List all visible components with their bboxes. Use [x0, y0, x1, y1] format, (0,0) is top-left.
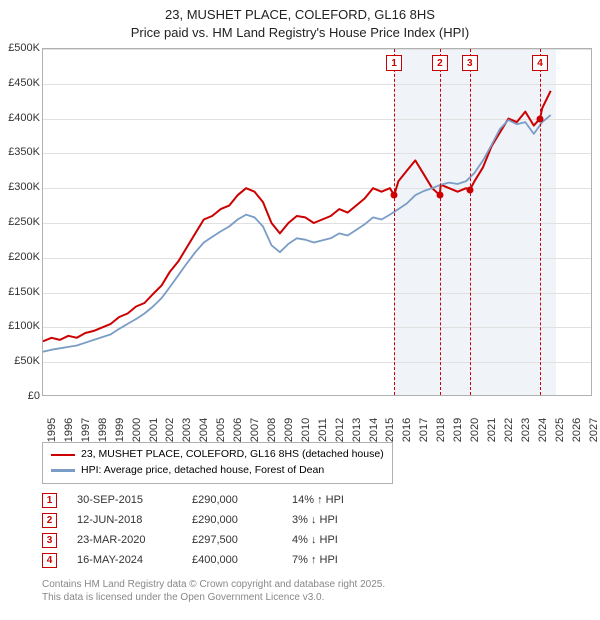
sale-event-marker: 4 — [42, 553, 57, 568]
x-axis-label: 2012 — [334, 418, 346, 442]
footer-line-2: This data is licensed under the Open Gov… — [42, 591, 385, 604]
x-axis-label: 2023 — [520, 418, 532, 442]
sale-event-price: £290,000 — [192, 514, 272, 526]
sale-dot — [391, 192, 398, 199]
sale-event-row: 2 12-JUN-2018 £290,000 3% ↓ HPI — [42, 510, 402, 530]
sale-marker-line — [440, 49, 441, 395]
x-axis-label: 2020 — [469, 418, 481, 442]
sale-event-row: 3 23-MAR-2020 £297,500 4% ↓ HPI — [42, 530, 402, 550]
legend: 23, MUSHET PLACE, COLEFORD, GL16 8HS (de… — [42, 442, 393, 484]
series-line — [43, 91, 551, 341]
x-axis-label: 2025 — [554, 418, 566, 442]
x-axis-label: 1997 — [80, 418, 92, 442]
x-axis-label: 2027 — [588, 418, 600, 442]
x-axis-label: 2007 — [249, 418, 261, 442]
sale-event-date: 23-MAR-2020 — [77, 534, 172, 546]
x-axis-label: 2010 — [300, 418, 312, 442]
x-axis-label: 2002 — [164, 418, 176, 442]
x-axis-label: 1995 — [46, 418, 58, 442]
chart-title-block: 23, MUSHET PLACE, COLEFORD, GL16 8HS Pri… — [0, 0, 600, 45]
chart-svg — [43, 49, 591, 395]
sale-event-marker: 3 — [42, 533, 57, 548]
x-axis-label: 2014 — [368, 418, 380, 442]
legend-item-price-paid: 23, MUSHET PLACE, COLEFORD, GL16 8HS (de… — [51, 447, 384, 463]
y-axis-label: £50K — [0, 355, 40, 367]
sale-event-marker: 2 — [42, 513, 57, 528]
sale-event-change: 3% ↓ HPI — [292, 514, 402, 526]
sale-dot — [537, 115, 544, 122]
x-axis-label: 2017 — [418, 418, 430, 442]
sale-event-change: 14% ↑ HPI — [292, 494, 402, 506]
x-axis-label: 2015 — [384, 418, 396, 442]
sale-event-date: 12-JUN-2018 — [77, 514, 172, 526]
y-axis-label: £200K — [0, 251, 40, 263]
price-chart: 1 23 4 — [42, 48, 592, 396]
y-axis-label: £150K — [0, 286, 40, 298]
legend-swatch — [51, 454, 75, 457]
x-axis-label: 1998 — [97, 418, 109, 442]
x-axis-label: 2009 — [283, 418, 295, 442]
x-axis-label: 2004 — [198, 418, 210, 442]
sale-marker-badge: 1 — [386, 55, 402, 71]
y-axis-label: £400K — [0, 112, 40, 124]
sale-events-table: 1 30-SEP-2015 £290,000 14% ↑ HPI 2 12-JUN-201… — [42, 490, 402, 570]
x-axis-label: 2001 — [148, 418, 160, 442]
sale-event-date: 16-MAY-2024 — [77, 554, 172, 566]
sale-event-marker: 1 — [42, 493, 57, 508]
x-axis-label: 2000 — [131, 418, 143, 442]
x-axis-label: 2005 — [215, 418, 227, 442]
sale-marker-badge: 2 — [432, 55, 448, 71]
sale-marker-line — [540, 49, 541, 395]
sale-event-date: 30-SEP-2015 — [77, 494, 172, 506]
sale-marker-badge: 3 — [462, 55, 478, 71]
x-axis-label: 2018 — [435, 418, 447, 442]
x-axis-label: 2016 — [401, 418, 413, 442]
attribution-footer: Contains HM Land Registry data © Crown c… — [42, 578, 385, 604]
footer-line-1: Contains HM Land Registry data © Crown c… — [42, 578, 385, 591]
sale-marker-line — [470, 49, 471, 395]
title-line-2: Price paid vs. HM Land Registry's House … — [0, 24, 600, 42]
sale-event-change: 4% ↓ HPI — [292, 534, 402, 546]
sale-dot — [466, 186, 473, 193]
sale-event-price: £290,000 — [192, 494, 272, 506]
x-axis-label: 2022 — [503, 418, 515, 442]
sale-event-price: £400,000 — [192, 554, 272, 566]
sale-event-price: £297,500 — [192, 534, 272, 546]
y-axis-label: £500K — [0, 42, 40, 54]
x-axis-label: 2003 — [181, 418, 193, 442]
x-axis-label: 2006 — [232, 418, 244, 442]
legend-label: HPI: Average price, detached house, Fore… — [81, 463, 324, 479]
sale-event-change: 7% ↑ HPI — [292, 554, 402, 566]
y-axis-label: £100K — [0, 320, 40, 332]
sale-event-row: 4 16-MAY-2024 £400,000 7% ↑ HPI — [42, 550, 402, 570]
sale-event-row: 1 30-SEP-2015 £290,000 14% ↑ HPI — [42, 490, 402, 510]
y-axis-label: £450K — [0, 77, 40, 89]
x-axis-label: 2019 — [452, 418, 464, 442]
y-axis-label: £350K — [0, 146, 40, 158]
legend-label: 23, MUSHET PLACE, COLEFORD, GL16 8HS (de… — [81, 447, 384, 463]
x-axis-label: 2024 — [537, 418, 549, 442]
sale-dot — [436, 192, 443, 199]
legend-item-hpi: HPI: Average price, detached house, Fore… — [51, 463, 384, 479]
x-axis-label: 2013 — [351, 418, 363, 442]
x-axis-label: 1996 — [63, 418, 75, 442]
x-axis-label: 1999 — [114, 418, 126, 442]
title-line-1: 23, MUSHET PLACE, COLEFORD, GL16 8HS — [0, 6, 600, 24]
y-axis-label: £0 — [0, 390, 40, 402]
y-axis-label: £300K — [0, 181, 40, 193]
x-axis-label: 2021 — [486, 418, 498, 442]
y-axis-label: £250K — [0, 216, 40, 228]
legend-swatch — [51, 469, 75, 472]
x-axis-label: 2011 — [317, 418, 329, 442]
x-axis-label: 2026 — [571, 418, 583, 442]
sale-marker-line — [394, 49, 395, 395]
x-axis-label: 2008 — [266, 418, 278, 442]
sale-marker-badge: 4 — [532, 55, 548, 71]
